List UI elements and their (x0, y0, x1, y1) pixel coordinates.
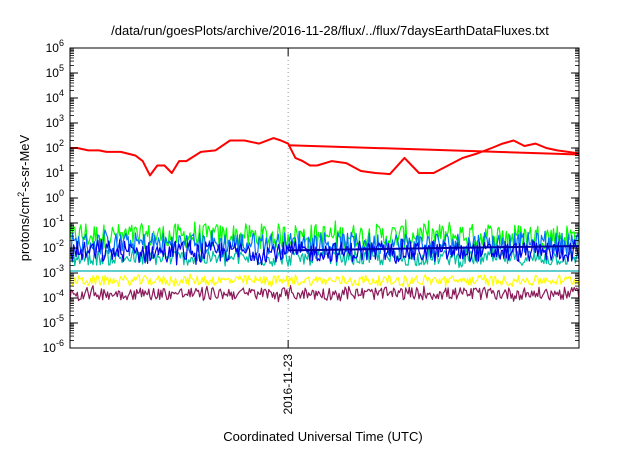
y-tick-label: 10-3 (43, 263, 64, 280)
y-tick-label-base: 10 (46, 166, 60, 180)
y-tick-label: 103 (46, 113, 64, 130)
y-tick-label-base: 10 (43, 241, 57, 255)
y-tick-label-base: 10 (46, 141, 60, 155)
y-tick-label-exp: 1 (59, 163, 64, 173)
y-tick-label-exp: -5 (56, 313, 64, 323)
y-tick-label-exp: 4 (59, 88, 64, 98)
y-axis-label-sup: 2 (16, 192, 26, 197)
y-tick-label-base: 10 (43, 341, 57, 355)
y-tick-label-exp: -3 (56, 263, 64, 273)
chart-title: /data/run/goesPlots/archive/2016-11-28/f… (111, 23, 549, 38)
y-tick-label-exp: 2 (59, 138, 64, 148)
series-line-5 (69, 238, 580, 266)
y-tick-label-exp: -4 (56, 288, 64, 298)
x-axis-label: Coordinated Universal Time (UTC) (223, 429, 422, 444)
x-tick-label: 2016-11-23 (281, 354, 295, 415)
y-axis-label-suffix: -s-sr-MeV (17, 134, 32, 191)
y-tick-label-base: 10 (46, 116, 60, 130)
y-tick-label-base: 10 (46, 191, 60, 205)
y-tick-label-base: 10 (43, 266, 57, 280)
y-axis-label: protons/cm2-s-sr-MeV (16, 134, 32, 261)
y-tick-label: 106 (46, 38, 64, 55)
y-tick-label-exp: 6 (59, 38, 64, 48)
y-tick-label-exp: 0 (59, 188, 64, 198)
y-tick-label: 104 (46, 88, 64, 105)
y-tick-label-exp: -1 (56, 213, 64, 223)
y-axis-label-prefix: protons/cm (17, 197, 32, 261)
plot-frame (69, 47, 580, 349)
y-tick-label-base: 10 (46, 91, 60, 105)
y-tick-label-base: 10 (43, 216, 57, 230)
series-line-7 (69, 285, 580, 303)
series-line-3 (69, 229, 580, 259)
series-line-6 (69, 273, 580, 288)
y-tick-label: 10-4 (43, 288, 64, 305)
y-tick-label: 101 (46, 163, 64, 180)
y-tick-label-base: 10 (43, 291, 57, 305)
series-line-0 (70, 137, 580, 177)
y-tick-label-exp: -6 (56, 338, 64, 348)
y-tick-label: 10-1 (43, 213, 64, 230)
y-tick-label: 10-2 (43, 238, 64, 255)
series-line-8 (288, 245, 580, 252)
y-tick-label-exp: -2 (56, 238, 64, 248)
y-tick-label-base: 10 (46, 41, 60, 55)
y-tick-label: 105 (46, 63, 64, 80)
y-tick-label-exp: 5 (59, 63, 64, 73)
y-tick-label-base: 10 (46, 66, 60, 80)
y-tick-label-exp: 3 (59, 113, 64, 123)
y-ticks-layer: 10-610-510-410-310-210-11001011021031041… (43, 38, 579, 355)
y-tick-label-base: 10 (43, 316, 57, 330)
series-line-1 (288, 144, 580, 156)
y-tick-label: 100 (46, 188, 64, 205)
y-tick-label: 102 (46, 138, 64, 155)
y-tick-label: 10-6 (43, 338, 64, 355)
series-layer (69, 137, 580, 303)
y-tick-label: 10-5 (43, 313, 64, 330)
x-ticks-layer: 2016-11-23 (281, 48, 295, 415)
